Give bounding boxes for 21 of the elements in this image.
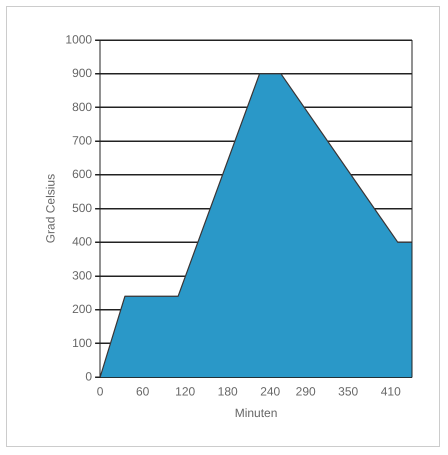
y-axis-title: Grad Celsius xyxy=(44,174,58,244)
x-tick-label: 410 xyxy=(380,384,402,399)
x-tick-label: 350 xyxy=(338,384,359,399)
x-axis-title: Minuten xyxy=(234,406,278,420)
y-tick-label: 200 xyxy=(72,302,92,316)
x-tick-label: 60 xyxy=(136,384,150,399)
x-tick-label: 120 xyxy=(175,384,196,399)
x-tick-label: 290 xyxy=(296,384,316,399)
y-tick-label: 1000 xyxy=(65,32,92,46)
x-tick-label: 180 xyxy=(218,384,238,399)
y-tick-label: 700 xyxy=(72,133,92,148)
y-tick-label: 600 xyxy=(72,167,92,182)
y-tick-label: 0 xyxy=(85,370,92,384)
y-tick-label: 800 xyxy=(72,100,92,114)
y-tick-label: 500 xyxy=(72,200,92,215)
y-tick-label: 400 xyxy=(72,234,92,249)
y-tick-label: 100 xyxy=(72,336,92,350)
y-tick-label: 300 xyxy=(72,268,92,282)
x-tick-label: 0 xyxy=(96,384,104,399)
y-tick-label: 900 xyxy=(72,66,92,80)
x-tick-label: 240 xyxy=(260,384,281,399)
